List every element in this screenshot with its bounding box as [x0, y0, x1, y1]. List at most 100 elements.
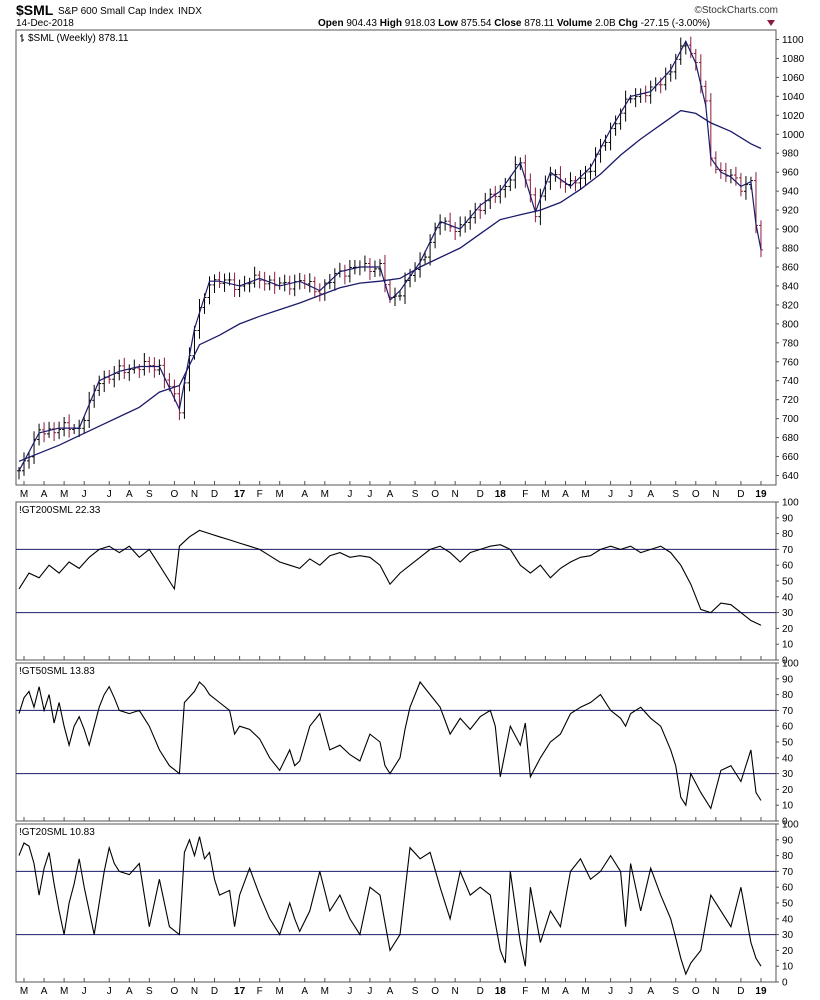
y-tick-label: 60: [782, 561, 794, 572]
ohlc-bar: [733, 166, 738, 186]
x-tick-label: 18: [495, 489, 507, 500]
ohlc-bar: [723, 162, 728, 183]
close-value: 878.11: [524, 18, 554, 29]
x-tick-label: A: [41, 489, 48, 500]
volume-label: Volume: [557, 18, 593, 29]
x-tick-label: J: [608, 489, 613, 500]
x-tick-label: M: [541, 489, 549, 500]
panel-frame: [15, 29, 777, 486]
y-tick-label: 860: [782, 262, 799, 273]
x-tick-label: J: [608, 986, 613, 997]
x-tick-label: F: [257, 489, 263, 500]
x-tick-label: J: [107, 489, 112, 500]
index-name: S&P 600 Small Cap Index: [58, 6, 173, 17]
y-tick-label: 900: [782, 225, 799, 236]
ohlc-bar: [307, 273, 312, 293]
ohlc-bar: [398, 290, 403, 301]
panel-frame: [15, 501, 777, 661]
ohlc-bar: [508, 175, 513, 192]
chg-label: Chg: [618, 18, 637, 29]
ohlc-bar: [82, 416, 87, 434]
y-tick-label: 80: [782, 851, 794, 862]
x-tick-label: O: [431, 489, 439, 500]
x-tick-label: N: [712, 986, 719, 997]
x-tick-label: N: [191, 986, 198, 997]
ohlc-bar: [372, 260, 377, 277]
x-tick-label: M: [581, 986, 589, 997]
ohlc-bar: [623, 90, 628, 122]
legend-icon: [20, 34, 24, 42]
x-tick-label: N: [191, 489, 198, 500]
x-tick-label: D: [477, 986, 484, 997]
x-tick-label: S: [146, 986, 153, 997]
close-label: Close: [494, 18, 522, 29]
y-tick-label: 20: [782, 624, 794, 635]
breadth-line: [18, 680, 762, 810]
ohlc-bar: [252, 266, 257, 288]
ohlc-bar: [217, 271, 222, 288]
chart-panel-4: 0 10 20 30 40 50 60 70 80 90 100 M A M J J A S O N D 17 F M A M J J…: [15, 820, 799, 997]
ohlc-bar: [142, 353, 147, 376]
ohlc-bar: [613, 115, 618, 136]
y-tick-label: 70: [782, 706, 794, 717]
ohlc-bar: [147, 356, 152, 373]
x-tick-label: D: [737, 489, 744, 500]
ohlc-bar: [438, 214, 443, 235]
x-tick-label: F: [257, 986, 263, 997]
x-tick-label: M: [541, 986, 549, 997]
x-tick-label: A: [41, 986, 48, 997]
ohlc-bar: [578, 169, 583, 189]
ohlc-bar: [312, 276, 317, 297]
chart-panel-2: 0 10 20 30 40 50 60 70 80 90 100 !GT200SML 22.33: [15, 498, 799, 667]
y-tick-label: 1020: [782, 111, 805, 122]
breadth-line: [18, 529, 762, 626]
ohlc-bar: [257, 270, 262, 289]
high-label: High: [380, 18, 402, 29]
y-tick-label: 760: [782, 357, 799, 368]
y-tick-label: 30: [782, 930, 794, 941]
x-tick-label: A: [301, 986, 308, 997]
ohlc-bar: [282, 274, 287, 292]
x-tick-label: S: [672, 986, 679, 997]
x-tick-label: O: [692, 489, 700, 500]
y-tick-label: 40: [782, 914, 794, 925]
x-tick-label: M: [20, 489, 28, 500]
y-tick-label: 880: [782, 244, 799, 255]
ohlc-bar: [713, 151, 718, 174]
ohlc-bar: [117, 359, 122, 381]
y-tick-label: 1080: [782, 54, 805, 65]
x-tick-label: M: [321, 986, 329, 997]
ohlc-bar: [743, 176, 748, 200]
ohlc-bar: [272, 271, 277, 294]
y-tick-label: 60: [782, 722, 794, 733]
ohlc-bar: [458, 216, 463, 237]
y-tick-label: 1100: [782, 35, 804, 46]
open-label: Open: [318, 18, 344, 29]
x-tick-label: O: [171, 986, 179, 997]
x-tick-label: J: [347, 986, 352, 997]
chart-panel-3: 0 10 20 30 40 50 60 70 80 90 100 !GT50SML 13.83: [15, 659, 799, 828]
x-tick-label: A: [126, 986, 133, 997]
x-tick-label: N: [452, 489, 459, 500]
y-tick-label: 680: [782, 433, 799, 444]
y-tick-label: 90: [782, 835, 794, 846]
y-tick-label: 40: [782, 592, 794, 603]
ohlc-bar: [558, 166, 563, 189]
x-tick-label: D: [737, 986, 744, 997]
x-tick-label: A: [562, 489, 569, 500]
panel-title: !GT200SML 22.33: [19, 505, 101, 516]
y-tick-label: 70: [782, 867, 794, 878]
panel-frame: [15, 662, 777, 822]
y-tick-label: 10: [782, 801, 794, 812]
symbol-title: $SML: [16, 2, 54, 18]
y-tick-label: 40: [782, 753, 794, 764]
high-value: 918.03: [405, 18, 436, 29]
y-tick-label: 960: [782, 168, 799, 179]
y-tick-label: 70: [782, 545, 794, 556]
x-tick-label: J: [107, 986, 112, 997]
panel-title-bg: [18, 664, 106, 676]
y-tick-label: 1060: [782, 73, 805, 84]
breadth-line: [18, 836, 762, 976]
ohlc-bar: [367, 257, 372, 280]
